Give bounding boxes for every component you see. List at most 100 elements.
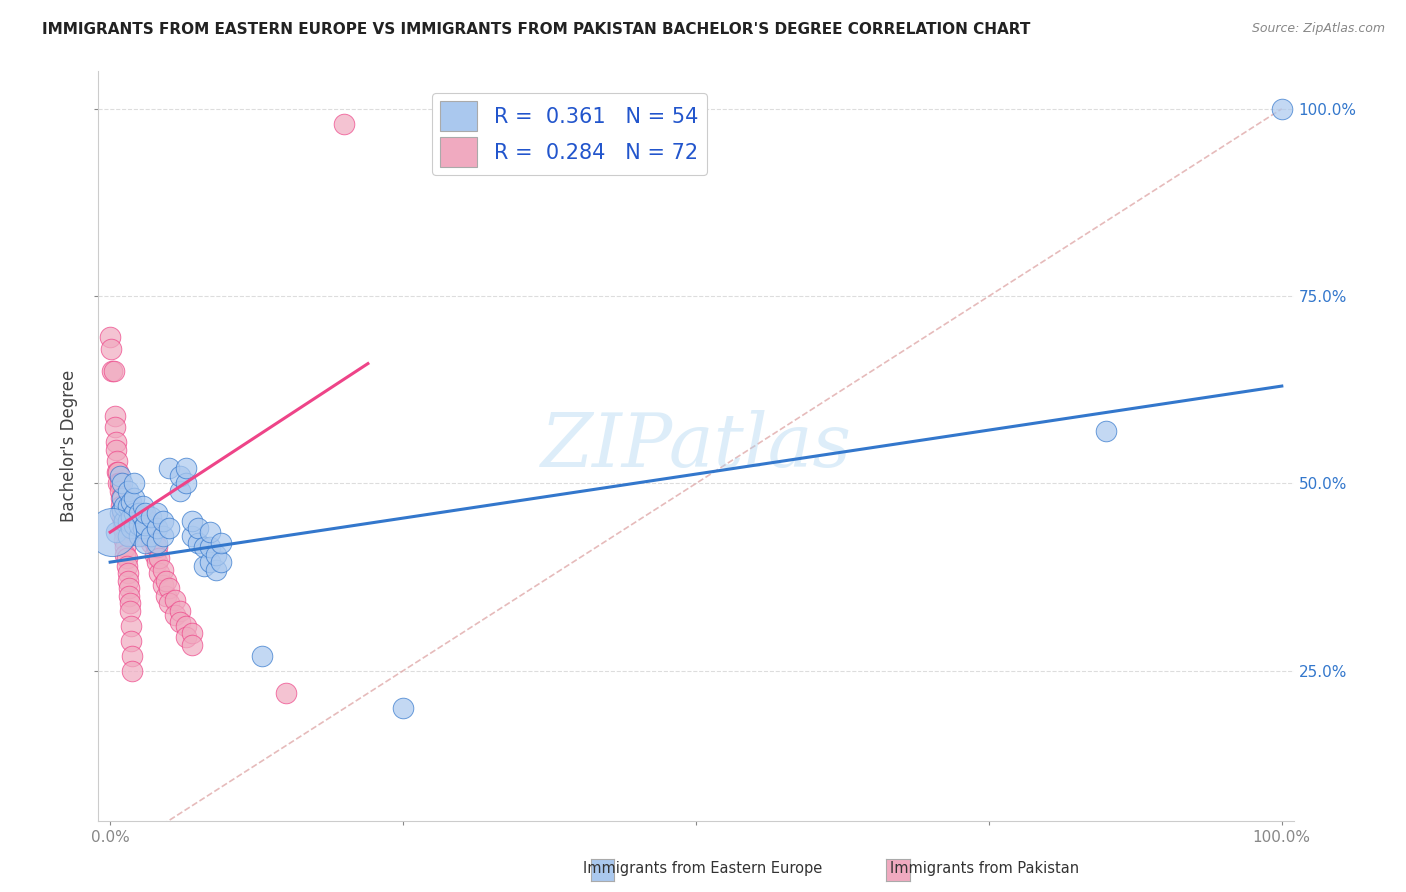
- Point: [114, 548, 136, 562]
- Point: [148, 551, 170, 566]
- Point: [115, 558, 138, 573]
- Point: [157, 521, 180, 535]
- Point: [105, 435, 128, 450]
- Point: [122, 491, 145, 506]
- Point: [198, 525, 221, 540]
- Point: [146, 555, 169, 569]
- Y-axis label: Bachelor's Degree: Bachelor's Degree: [60, 370, 79, 522]
- Point: [111, 476, 134, 491]
- Point: [100, 342, 122, 356]
- Point: [155, 574, 177, 588]
- Point: [120, 495, 142, 509]
- Point: [117, 529, 139, 543]
- Point: [146, 521, 169, 535]
- Point: [108, 469, 131, 483]
- Point: [101, 364, 124, 378]
- Point: [181, 514, 204, 528]
- Point: [122, 502, 145, 516]
- Point: [193, 540, 215, 554]
- Point: [111, 502, 134, 516]
- Point: [392, 701, 415, 715]
- Point: [152, 577, 174, 591]
- Point: [136, 525, 159, 540]
- Point: [128, 507, 150, 521]
- Point: [152, 514, 174, 528]
- Legend: R =  0.361   N = 54, R =  0.284   N = 72: R = 0.361 N = 54, R = 0.284 N = 72: [432, 93, 707, 175]
- Point: [181, 626, 204, 640]
- Point: [105, 442, 128, 457]
- Point: [122, 476, 145, 491]
- Text: Immigrants from Eastern Europe: Immigrants from Eastern Europe: [583, 861, 823, 876]
- Point: [134, 510, 156, 524]
- Point: [187, 536, 209, 550]
- Point: [103, 364, 125, 378]
- Point: [146, 536, 169, 550]
- Point: [125, 517, 148, 532]
- Point: [143, 548, 166, 562]
- Point: [121, 648, 143, 663]
- Point: [111, 491, 134, 506]
- Text: ZIPatlas: ZIPatlas: [540, 409, 852, 483]
- Point: [122, 507, 145, 521]
- Point: [120, 510, 142, 524]
- Point: [98, 330, 121, 344]
- Point: [181, 529, 204, 543]
- Point: [105, 465, 128, 479]
- Point: [155, 589, 177, 603]
- Point: [136, 514, 159, 528]
- Point: [112, 499, 135, 513]
- Point: [157, 596, 180, 610]
- Text: IMMIGRANTS FROM EASTERN EUROPE VS IMMIGRANTS FROM PAKISTAN BACHELOR'S DEGREE COR: IMMIGRANTS FROM EASTERN EUROPE VS IMMIGR…: [42, 22, 1031, 37]
- Point: [117, 499, 139, 513]
- Point: [169, 483, 191, 498]
- Point: [174, 461, 197, 475]
- Point: [110, 499, 132, 513]
- Point: [107, 476, 129, 491]
- Point: [141, 529, 163, 543]
- Point: [141, 525, 163, 540]
- Point: [104, 420, 127, 434]
- Point: [128, 510, 150, 524]
- Point: [1271, 102, 1294, 116]
- Point: [169, 615, 191, 629]
- Point: [128, 521, 150, 535]
- Point: [107, 465, 129, 479]
- Point: [112, 525, 135, 540]
- Point: [112, 514, 135, 528]
- Point: [187, 521, 209, 535]
- Point: [148, 566, 170, 581]
- Point: [101, 525, 124, 540]
- Point: [117, 483, 139, 498]
- Point: [122, 514, 145, 528]
- Point: [120, 619, 142, 633]
- Point: [141, 510, 163, 524]
- Point: [115, 551, 138, 566]
- Point: [112, 533, 135, 547]
- Point: [252, 648, 274, 663]
- Point: [169, 469, 191, 483]
- Point: [128, 529, 150, 543]
- Point: [108, 476, 131, 491]
- Point: [120, 521, 142, 535]
- Point: [211, 536, 233, 550]
- Point: [122, 517, 145, 532]
- Point: [111, 502, 134, 516]
- Point: [174, 630, 197, 644]
- Point: [120, 633, 142, 648]
- Point: [134, 521, 156, 535]
- Point: [120, 604, 141, 618]
- Point: [274, 686, 297, 700]
- Point: [169, 604, 191, 618]
- Point: [174, 476, 197, 491]
- Point: [157, 461, 180, 475]
- Point: [105, 525, 128, 540]
- Point: [108, 507, 131, 521]
- Point: [105, 454, 128, 468]
- Point: [121, 664, 143, 678]
- Point: [118, 589, 141, 603]
- Point: [134, 536, 156, 550]
- Point: [1095, 424, 1118, 438]
- Point: [114, 540, 136, 554]
- Point: [163, 592, 186, 607]
- Point: [141, 536, 163, 550]
